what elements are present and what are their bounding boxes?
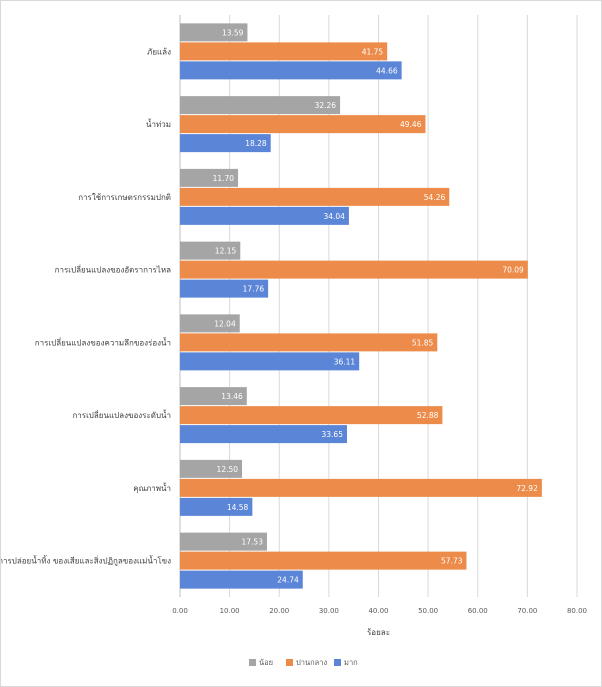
legend-label: น้อย [259,658,273,667]
legend-label: มาก [344,658,358,667]
bar-series-0-cat-1 [180,96,341,115]
data-label: 52.88 [417,411,439,420]
data-label: 57.73 [441,557,463,566]
x-tick-label: 40.00 [368,607,388,615]
category-label: การปล่อยน้ำทิ้ง ของเสียและสิ่งปฏิกูลของแ… [1,555,171,567]
bar-series-1-cat-4 [180,333,438,352]
bar-series-0-cat-6 [180,459,243,478]
x-tick-label: 20.00 [269,607,289,615]
data-label: 11.70 [213,174,235,183]
bar-series-1-cat-5 [180,406,443,425]
x-tick-label: 60.00 [468,607,488,615]
bar-series-0-cat-4 [180,314,240,333]
bar-series-1-cat-2 [180,187,450,206]
bar-series-0-cat-2 [180,168,239,187]
data-label: 41.75 [362,47,384,56]
category-label: น้ำท่วม [146,118,171,129]
bar-series-2-cat-5 [180,425,347,444]
bar-series-2-cat-7 [180,570,303,589]
bar-series-2-cat-4 [180,352,360,371]
data-label: 17.53 [242,538,264,547]
bar-series-1-cat-0 [180,42,388,61]
data-label: 12.15 [215,247,237,256]
data-label: 44.66 [376,66,398,75]
bar-series-2-cat-1 [180,134,271,153]
data-label: 72.92 [516,484,538,493]
legend-swatch [286,659,293,666]
data-label: 32.26 [315,101,337,110]
x-tick-label: 80.00 [567,607,587,615]
bar-series-0-cat-7 [180,532,267,551]
data-label: 14.58 [227,503,249,512]
legend-swatch [249,659,256,666]
category-label: การใช้การเกษตรกรรมปกติ [78,193,171,202]
bar-series-2-cat-6 [180,497,253,516]
bar-series-2-cat-2 [180,206,349,225]
data-label: 34.04 [323,212,345,221]
x-tick-label: 0.00 [172,607,188,615]
x-tick-label: 30.00 [319,607,339,615]
data-label: 49.46 [400,120,422,129]
bar-series-2-cat-0 [180,61,402,80]
data-label: 24.74 [277,576,299,585]
data-label: 18.28 [245,139,267,148]
category-label: ภัยแล้ง [147,47,171,56]
bar-series-2-cat-3 [180,279,269,298]
data-label: 51.85 [412,338,434,347]
data-label: 17.76 [243,285,265,294]
x-axis-title: ร้อยละ [367,628,390,637]
x-tick-label: 10.00 [220,607,240,615]
category-label: การเปลี่ยนแปลงของระดับน้ำ [72,409,171,420]
data-label: 54.26 [424,193,446,202]
bar-series-0-cat-0 [180,23,248,42]
bar-series-1-cat-7 [180,551,467,570]
data-label: 12.50 [217,465,239,474]
bar-series-1-cat-1 [180,115,426,134]
data-label: 33.65 [322,430,344,439]
data-label: 70.09 [502,266,524,275]
bar-series-0-cat-3 [180,241,241,260]
category-label: การเปลี่ยนแปลงของอัตราการไหล [55,264,171,275]
category-label: คุณภาพน้ำ [133,482,171,493]
bar-series-1-cat-6 [180,478,542,497]
data-label: 13.46 [221,392,243,401]
data-label: 36.11 [334,357,356,366]
legend-label: ปานกลาง [296,658,327,667]
bar-series-1-cat-3 [180,260,528,279]
bar-series-0-cat-5 [180,387,247,406]
category-label: การเปลี่ยนแปลงของความลึกของร่องน้ำ [35,336,171,347]
x-tick-label: 70.00 [517,607,537,615]
legend-swatch [334,659,341,666]
x-tick-label: 50.00 [418,607,438,615]
data-label: 12.04 [214,319,236,328]
data-label: 13.59 [222,28,244,37]
